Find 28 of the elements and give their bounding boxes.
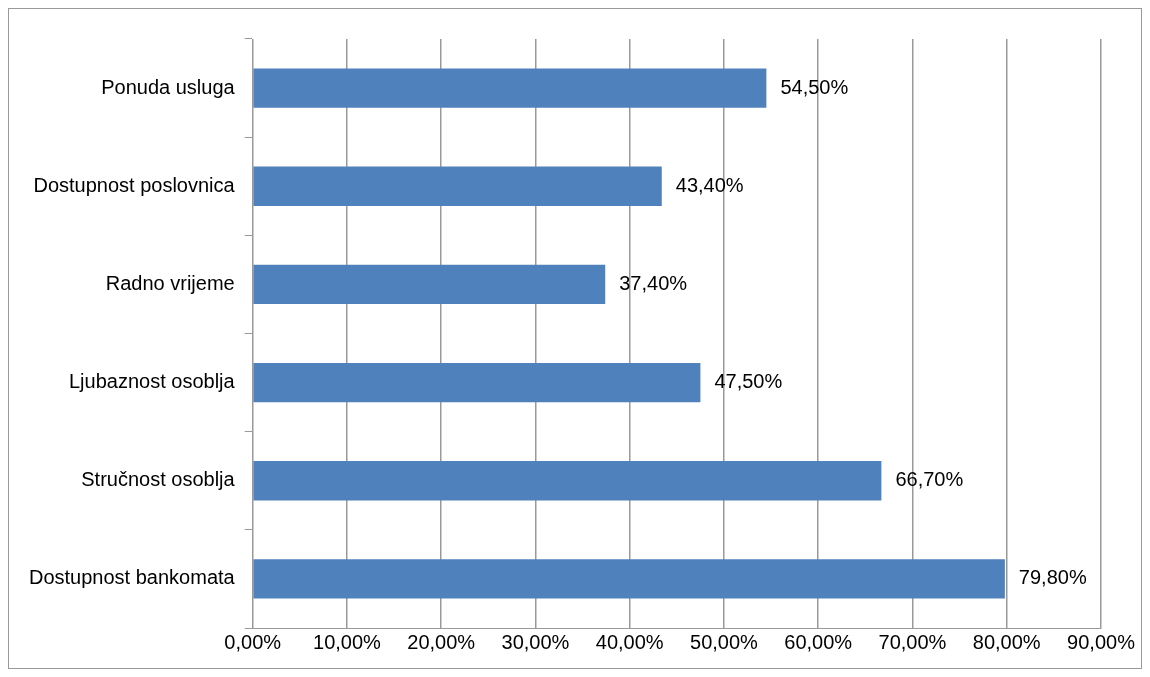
x-tick-label: 60,00%: [784, 630, 853, 653]
x-tick-label: 30,00%: [501, 630, 570, 653]
y-tick-label: Dostupnost poslovnica: [33, 173, 236, 196]
bar: [253, 68, 767, 108]
y-tick-label: Ljubaznost osoblja: [69, 370, 236, 393]
bar: [253, 264, 606, 305]
y-tick-label: Stručnost osoblja: [81, 468, 236, 491]
data-label: 66,70%: [895, 468, 964, 491]
data-label: 37,40%: [619, 271, 688, 294]
bar: [253, 362, 701, 403]
x-tick-label: 70,00%: [878, 630, 947, 653]
bar: [253, 461, 882, 501]
y-tick-label: Ponuda usluga: [101, 75, 236, 98]
bar: [253, 166, 662, 206]
data-label: 43,40%: [675, 173, 744, 196]
x-tick-label: 80,00%: [972, 630, 1041, 653]
y-tick-label: Dostupnost bankomata: [29, 566, 236, 589]
x-tick-label: 0,00%: [224, 630, 282, 653]
x-tick-label: 40,00%: [595, 630, 664, 653]
x-tick-label: 10,00%: [313, 630, 382, 653]
x-tick-label: 90,00%: [1067, 630, 1136, 653]
bar: [253, 559, 1005, 599]
data-label: 47,50%: [714, 370, 783, 393]
data-label: 54,50%: [780, 75, 849, 98]
y-tick-label: Radno vrijeme: [105, 271, 235, 294]
x-tick-label: 50,00%: [690, 630, 759, 653]
data-label: 79,80%: [1018, 566, 1087, 589]
x-tick-label: 20,00%: [407, 630, 476, 653]
